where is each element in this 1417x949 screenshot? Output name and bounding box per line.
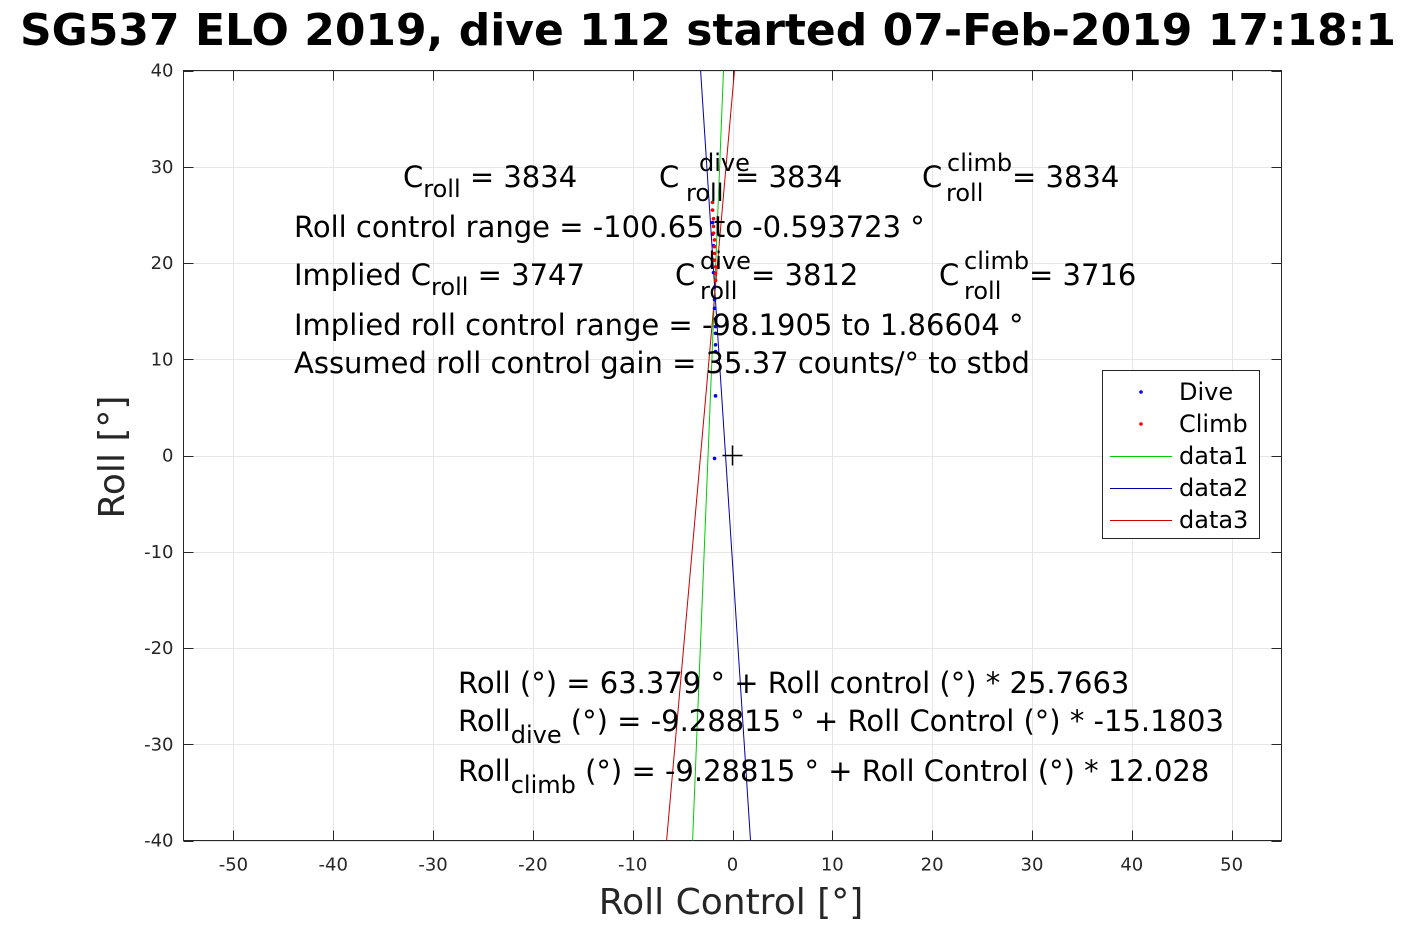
y-tick-label: 0: [162, 446, 173, 467]
annotation-roll-control-gain: Assumed roll control gain = 35.37 counts…: [294, 346, 1030, 380]
data-point-dive: [712, 285, 717, 289]
svg-text:C: C: [659, 160, 679, 194]
legend-label-dive: Dive: [1179, 378, 1233, 406]
svg-text:= 3834: = 3834: [735, 160, 842, 194]
data-point-climb: [711, 224, 716, 229]
data-point-dive: [713, 394, 718, 398]
y-tick-label: 10: [151, 349, 174, 370]
data-point-dive: [713, 343, 718, 347]
annotation-implied-c-roll: Implied Croll = 3747: [294, 258, 585, 301]
annotation-fit-dive: Rolldive (°) = -9.28815 ° + Roll Control…: [458, 704, 1224, 749]
x-tick-label: -50: [219, 855, 248, 876]
plot-area: [183, 70, 1282, 841]
x-axis-label: Roll Control [°]: [599, 882, 864, 923]
x-tick-label: 0: [727, 855, 738, 876]
data-point-dive: [712, 456, 717, 461]
y-tick-label: 20: [151, 253, 174, 274]
annotation-implied-c-roll-climb: C climb roll = 3716: [939, 247, 1136, 305]
svg-text:= 3716: = 3716: [1029, 258, 1136, 292]
legend-box: [1102, 370, 1260, 539]
data-point-climb: [713, 271, 718, 276]
legend-label-data3: data3: [1179, 506, 1248, 534]
data-point-dive: [713, 324, 718, 329]
x-tick-label: -30: [418, 855, 447, 876]
x-tick-label: 30: [1021, 855, 1044, 876]
data-point-climb: [713, 278, 718, 283]
data-point-climb: [710, 200, 715, 205]
series-line-data1: [692, 70, 724, 841]
legend: Dive Climb data1 data2 data3: [1102, 370, 1260, 539]
x-tick-label: 40: [1120, 855, 1143, 876]
x-tick-labels: -50 -40 -30 -20 -10 0 10 20 30 40 50: [219, 855, 1243, 876]
svg-text:climb: climb: [947, 149, 1012, 177]
data-point-climb: [711, 231, 716, 235]
x-tick-label: -20: [518, 855, 547, 876]
svg-text:C: C: [939, 258, 959, 292]
y-tick-label: -30: [144, 734, 173, 755]
y-tick-label: -20: [144, 638, 173, 659]
y-tick-label: 40: [151, 61, 174, 82]
svg-text:dive: dive: [699, 149, 750, 177]
svg-text:roll: roll: [700, 277, 737, 305]
data-point-climb: [712, 258, 717, 262]
y-tick-label: -40: [144, 831, 173, 852]
svg-text:dive: dive: [700, 247, 751, 275]
x-tick-label: 20: [921, 855, 944, 876]
series-line-data3: [666, 70, 735, 841]
data-point-climb: [710, 208, 715, 212]
data-point-dive: [713, 331, 718, 336]
y-tick-label: -10: [144, 542, 173, 563]
svg-text:roll: roll: [946, 179, 983, 207]
annotation-c-roll: Croll = 3834: [403, 160, 577, 203]
legend-swatch-dive: [1139, 390, 1143, 394]
svg-text:roll: roll: [964, 277, 1001, 305]
data-point-climb: [713, 265, 718, 269]
x-tick-label: -10: [618, 855, 647, 876]
data-point-climb: [712, 244, 717, 249]
annotation-c-roll-climb: C climb roll = 3834: [922, 149, 1119, 207]
svg-text:climb: climb: [964, 247, 1029, 275]
legend-swatch-climb: [1139, 422, 1143, 426]
svg-text:= 3812: = 3812: [751, 258, 858, 292]
svg-text:C: C: [675, 258, 695, 292]
data-point-dive: [712, 297, 717, 302]
legend-label-data2: data2: [1179, 474, 1248, 502]
legend-items: Dive Climb data1 data2 data3: [1110, 378, 1248, 534]
x-tick-label: 10: [821, 855, 844, 876]
data-point-climb: [711, 216, 716, 221]
x-tick-label: -40: [319, 855, 348, 876]
data-point-dive: [712, 306, 717, 311]
data-point-dive: [713, 317, 718, 321]
data-point-dive: [710, 220, 715, 225]
svg-text:= 3834: = 3834: [1012, 160, 1119, 194]
tick-marks: [183, 70, 1282, 842]
y-axis-label: Roll [°]: [92, 396, 133, 519]
x-tick-label: 50: [1220, 855, 1243, 876]
legend-label-data1: data1: [1179, 442, 1248, 470]
origin-cross-marker: [722, 445, 743, 466]
svg-text:roll: roll: [686, 179, 723, 207]
svg-text:C: C: [922, 160, 942, 194]
annotation-implied-roll-control-range: Implied roll control range = -98.1905 to…: [294, 308, 1024, 342]
annotation-implied-c-roll-dive: C dive roll = 3812: [675, 247, 858, 305]
data-point-climb: [712, 238, 717, 242]
y-tick-labels: -40 -30 -20 -10 0 10 20 30 40: [144, 61, 173, 852]
y-tick-label: 30: [151, 157, 174, 178]
annotation-roll-control-range: Roll control range = -100.65 to -0.59372…: [294, 210, 925, 244]
annotation-fit-climb: Rollclimb (°) = -9.28815 ° + Roll Contro…: [458, 754, 1209, 799]
series-points: [710, 200, 718, 461]
data-point-climb: [712, 251, 717, 256]
legend-label-climb: Climb: [1179, 410, 1248, 438]
annotation-c-roll-dive: C dive roll = 3834: [659, 149, 842, 207]
data-point-dive: [713, 349, 718, 354]
annotation-fit-all: Roll (°) = 63.379 ° + Roll control (°) *…: [458, 666, 1129, 700]
chart-title: SG537 ELO 2019, dive 112 started 07-Feb-…: [20, 5, 1396, 56]
